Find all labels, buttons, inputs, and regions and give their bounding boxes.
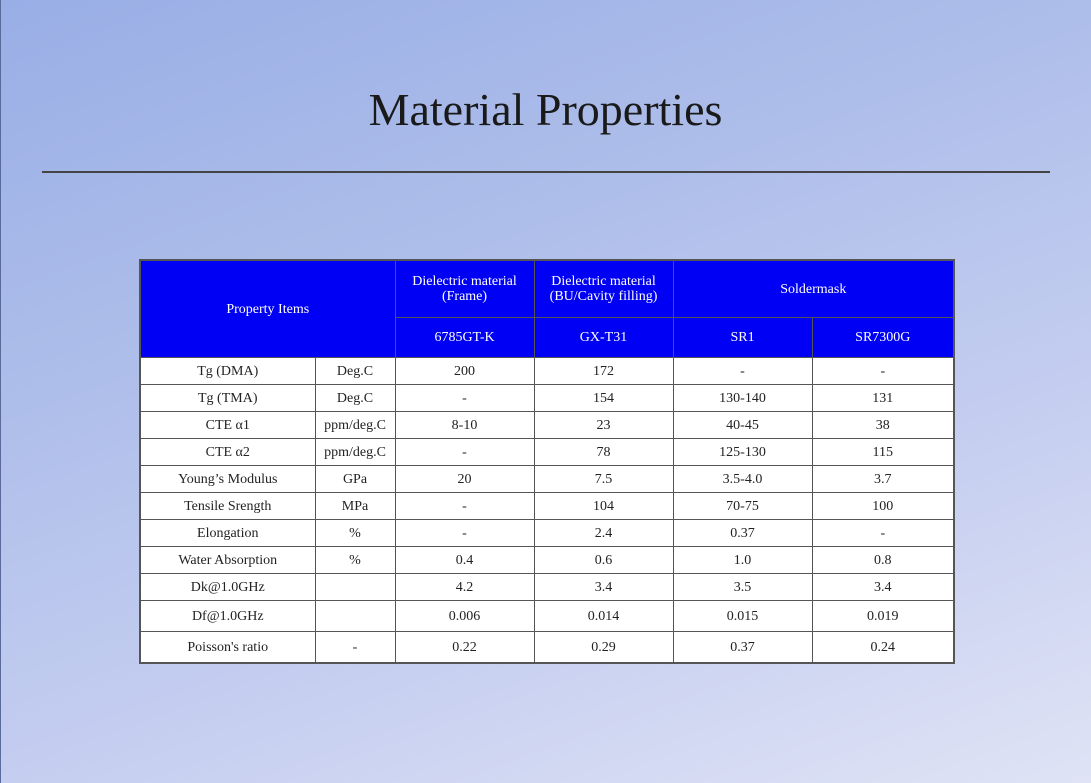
value-cell: 125-130 — [672, 438, 813, 466]
value-cell: - — [394, 492, 535, 520]
value-cell: 0.24 — [811, 631, 955, 664]
value-cell: 0.37 — [672, 631, 813, 664]
header-group-frame: Dielectric material (Frame) — [394, 259, 535, 318]
table-row: Df@1.0GHz 0.006 0.014 0.015 0.019 — [139, 600, 955, 632]
property-unit: ppm/deg.C — [314, 438, 396, 466]
table-row: Tg (TMA) Deg.C - 154 130-140 131 — [139, 384, 955, 412]
value-cell: 2.4 — [533, 519, 674, 547]
property-name: Tg (DMA) — [139, 357, 316, 385]
value-cell: 0.014 — [533, 600, 674, 632]
property-unit — [314, 600, 396, 632]
header-material: GX-T31 — [533, 317, 674, 358]
header-group-line2: (Frame) — [441, 289, 488, 304]
property-name: Df@1.0GHz — [139, 600, 316, 632]
value-cell: 3.7 — [811, 465, 955, 493]
property-unit — [314, 573, 396, 601]
header-material: SR1 — [672, 317, 813, 358]
property-unit: ppm/deg.C — [314, 411, 396, 439]
property-unit: - — [314, 631, 396, 664]
value-cell: 4.2 — [394, 573, 535, 601]
header-row-groups: Property Items Dielectric material (Fram… — [139, 259, 955, 358]
material-properties-table: Property Items Dielectric material (Fram… — [139, 259, 956, 664]
value-cell: - — [811, 519, 955, 547]
value-cell: 200 — [394, 357, 535, 385]
value-cell: 0.8 — [811, 546, 955, 574]
table-row: Tensile Srength MPa - 104 70-75 100 — [139, 492, 955, 520]
header-material: 6785GT-K — [394, 317, 535, 358]
value-cell: 0.4 — [394, 546, 535, 574]
value-cell: 131 — [811, 384, 955, 412]
property-name: Elongation — [139, 519, 316, 547]
header-group-bu-cavity: Dielectric material (BU/Cavity filling) — [533, 259, 674, 318]
value-cell: 78 — [533, 438, 674, 466]
header-material: SR7300G — [811, 317, 955, 358]
value-cell: 0.6 — [533, 546, 674, 574]
table-row: CTE α1 ppm/deg.C 8-10 23 40-45 38 — [139, 411, 955, 439]
property-unit: % — [314, 546, 396, 574]
value-cell: 100 — [811, 492, 955, 520]
property-name: Water Absorption — [139, 546, 316, 574]
value-cell: 70-75 — [672, 492, 813, 520]
value-cell: 0.006 — [394, 600, 535, 632]
table-row: Elongation % - 2.4 0.37 - — [139, 519, 955, 547]
property-name: Poisson's ratio — [139, 631, 316, 664]
value-cell: 0.29 — [533, 631, 674, 664]
value-cell: 38 — [811, 411, 955, 439]
property-name: Dk@1.0GHz — [139, 573, 316, 601]
value-cell: 8-10 — [394, 411, 535, 439]
header-group-soldermask: Soldermask — [672, 259, 955, 318]
property-name: Tg (TMA) — [139, 384, 316, 412]
value-cell: 20 — [394, 465, 535, 493]
value-cell: - — [672, 357, 813, 385]
property-unit: % — [314, 519, 396, 547]
table-row: Tg (DMA) Deg.C 200 172 - - — [139, 357, 955, 385]
property-unit: Deg.C — [314, 357, 396, 385]
property-unit: MPa — [314, 492, 396, 520]
header-row-materials: 6785GT-K GX-T31 SR1 SR7300G — [140, 317, 955, 358]
value-cell: 0.22 — [394, 631, 535, 664]
title-divider — [42, 171, 1050, 173]
value-cell: - — [394, 438, 535, 466]
header-group-line1: Dielectric material — [412, 274, 517, 289]
property-unit: Deg.C — [314, 384, 396, 412]
value-cell: 0.37 — [672, 519, 813, 547]
value-cell: 115 — [811, 438, 955, 466]
header-property-items: Property Items — [139, 259, 396, 358]
value-cell: 40-45 — [672, 411, 813, 439]
value-cell: 3.4 — [811, 573, 955, 601]
value-cell: - — [811, 357, 955, 385]
value-cell: 154 — [533, 384, 674, 412]
table-row: CTE α2 ppm/deg.C - 78 125-130 115 — [139, 438, 955, 466]
table-row: Young’s Modulus GPa 20 7.5 3.5-4.0 3.7 — [139, 465, 955, 493]
value-cell: 1.0 — [672, 546, 813, 574]
value-cell: 3.5-4.0 — [672, 465, 813, 493]
header-group-line1: Dielectric material — [551, 274, 656, 289]
value-cell: 23 — [533, 411, 674, 439]
property-name: Tensile Srength — [139, 492, 316, 520]
value-cell: 104 — [533, 492, 674, 520]
value-cell: - — [394, 384, 535, 412]
value-cell: 0.015 — [672, 600, 813, 632]
property-unit: GPa — [314, 465, 396, 493]
table-row: Water Absorption % 0.4 0.6 1.0 0.8 — [139, 546, 955, 574]
table-row: Poisson's ratio - 0.22 0.29 0.37 0.24 — [139, 631, 955, 664]
property-name: Young’s Modulus — [139, 465, 316, 493]
slide-left-edge — [0, 0, 1, 783]
page-title: Material Properties — [368, 84, 723, 135]
value-cell: 0.019 — [811, 600, 955, 632]
value-cell: - — [394, 519, 535, 547]
header-group-line2: (BU/Cavity filling) — [549, 289, 658, 304]
value-cell: 7.5 — [533, 465, 674, 493]
value-cell: 172 — [533, 357, 674, 385]
property-name: CTE α2 — [139, 438, 316, 466]
value-cell: 3.5 — [672, 573, 813, 601]
property-name: CTE α1 — [139, 411, 316, 439]
table-row: Dk@1.0GHz 4.2 3.4 3.5 3.4 — [139, 573, 955, 601]
value-cell: 3.4 — [533, 573, 674, 601]
value-cell: 130-140 — [672, 384, 813, 412]
